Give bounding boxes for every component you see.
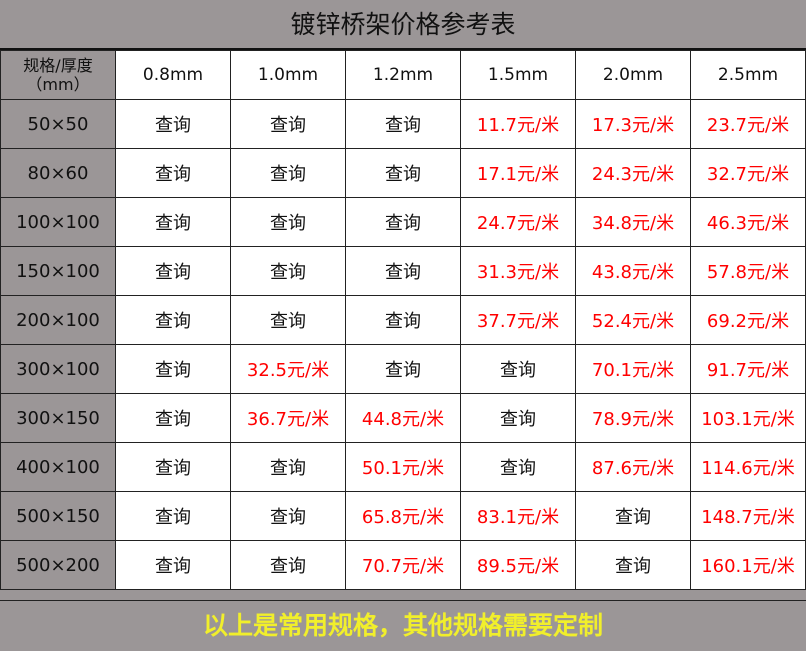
inquire-cell: 查询	[230, 197, 346, 247]
price-cell: 32.7元/米	[690, 148, 806, 198]
thickness-header: 2.5mm	[690, 50, 806, 100]
inquire-cell: 查询	[115, 344, 231, 394]
price-cell: 57.8元/米	[690, 246, 806, 296]
table-row: 100×100 查询 查询 查询 24.7元/米 34.8元/米 46.3元/米	[0, 197, 806, 247]
inquire-cell: 查询	[115, 442, 231, 492]
inquire-cell: 查询	[460, 344, 576, 394]
thickness-header: 1.5mm	[460, 50, 576, 100]
inquire-cell: 查询	[575, 491, 691, 541]
size-label: 300×100	[0, 344, 116, 394]
inquire-cell: 查询	[230, 442, 346, 492]
table-row: 80×60 查询 查询 查询 17.1元/米 24.3元/米 32.7元/米	[0, 148, 806, 198]
price-cell: 24.7元/米	[460, 197, 576, 247]
inquire-cell: 查询	[230, 99, 346, 149]
table-row: 200×100 查询 查询 查询 37.7元/米 52.4元/米 69.2元/米	[0, 295, 806, 345]
footer-note: 以上是常用规格，其他规格需要定制	[0, 600, 806, 651]
table-row: 300×100 查询 32.5元/米 查询 查询 70.1元/米 91.7元/米	[0, 344, 806, 394]
inquire-cell: 查询	[115, 197, 231, 247]
size-label: 100×100	[0, 197, 116, 247]
price-cell: 36.7元/米	[230, 393, 346, 443]
inquire-cell: 查询	[230, 540, 346, 590]
price-cell: 46.3元/米	[690, 197, 806, 247]
price-cell: 91.7元/米	[690, 344, 806, 394]
inquire-cell: 查询	[460, 442, 576, 492]
price-cell: 32.5元/米	[230, 344, 346, 394]
inquire-cell: 查询	[230, 148, 346, 198]
inquire-cell: 查询	[115, 393, 231, 443]
price-cell: 17.3元/米	[575, 99, 691, 149]
table-row: 500×150 查询 查询 65.8元/米 83.1元/米 查询 148.7元/米	[0, 491, 806, 541]
thickness-header: 1.2mm	[345, 50, 461, 100]
price-cell: 17.1元/米	[460, 148, 576, 198]
inquire-cell: 查询	[115, 295, 231, 345]
price-cell: 89.5元/米	[460, 540, 576, 590]
inquire-cell: 查询	[345, 99, 461, 149]
price-cell: 52.4元/米	[575, 295, 691, 345]
price-cell: 31.3元/米	[460, 246, 576, 296]
price-cell: 70.1元/米	[575, 344, 691, 394]
corner-label-line1: 规格/厚度	[23, 56, 93, 75]
inquire-cell: 查询	[115, 491, 231, 541]
size-label: 50×50	[0, 99, 116, 149]
thickness-header: 2.0mm	[575, 50, 691, 100]
price-cell: 70.7元/米	[345, 540, 461, 590]
table-row: 300×150 查询 36.7元/米 44.8元/米 查询 78.9元/米 103.1元/米	[0, 393, 806, 443]
table-row: 50×50 查询 查询 查询 11.7元/米 17.3元/米 23.7元/米	[0, 99, 806, 149]
inquire-cell: 查询	[115, 246, 231, 296]
header-row: 规格/厚度 （mm） 0.8mm 1.0mm 1.2mm 1.5mm 2.0mm 2.5m…	[0, 50, 806, 100]
price-cell: 34.8元/米	[575, 197, 691, 247]
corner-label-line2: （mm）	[26, 75, 90, 94]
price-cell: 65.8元/米	[345, 491, 461, 541]
size-label: 400×100	[0, 442, 116, 492]
price-cell: 23.7元/米	[690, 99, 806, 149]
size-label: 500×200	[0, 540, 116, 590]
thickness-header: 0.8mm	[115, 50, 231, 100]
inquire-cell: 查询	[115, 148, 231, 198]
thickness-header: 1.0mm	[230, 50, 346, 100]
inquire-cell: 查询	[115, 540, 231, 590]
inquire-cell: 查询	[115, 99, 231, 149]
inquire-cell: 查询	[345, 295, 461, 345]
price-cell: 44.8元/米	[345, 393, 461, 443]
inquire-cell: 查询	[345, 148, 461, 198]
price-cell: 83.1元/米	[460, 491, 576, 541]
price-cell: 43.8元/米	[575, 246, 691, 296]
inquire-cell: 查询	[230, 246, 346, 296]
price-cell: 148.7元/米	[690, 491, 806, 541]
price-cell: 103.1元/米	[690, 393, 806, 443]
inquire-cell: 查询	[575, 540, 691, 590]
size-label: 80×60	[0, 148, 116, 198]
inquire-cell: 查询	[345, 344, 461, 394]
inquire-cell: 查询	[230, 491, 346, 541]
inquire-cell: 查询	[460, 393, 576, 443]
table-title: 镀锌桥架价格参考表	[0, 0, 806, 50]
size-label: 200×100	[0, 295, 116, 345]
size-label: 150×100	[0, 246, 116, 296]
table-row: 400×100 查询 查询 50.1元/米 查询 87.6元/米 114.6元/米	[0, 442, 806, 492]
table-row: 150×100 查询 查询 查询 31.3元/米 43.8元/米 57.8元/米	[0, 246, 806, 296]
table-row: 500×200 查询 查询 70.7元/米 89.5元/米 查询 160.1元/米	[0, 540, 806, 590]
price-cell: 87.6元/米	[575, 442, 691, 492]
inquire-cell: 查询	[345, 246, 461, 296]
price-table: 规格/厚度 （mm） 0.8mm 1.0mm 1.2mm 1.5mm 2.0mm 2.5m…	[0, 50, 806, 590]
price-cell: 50.1元/米	[345, 442, 461, 492]
inquire-cell: 查询	[230, 295, 346, 345]
price-cell: 114.6元/米	[690, 442, 806, 492]
price-cell: 11.7元/米	[460, 99, 576, 149]
price-cell: 24.3元/米	[575, 148, 691, 198]
price-cell: 160.1元/米	[690, 540, 806, 590]
inquire-cell: 查询	[345, 197, 461, 247]
price-cell: 37.7元/米	[460, 295, 576, 345]
price-cell: 78.9元/米	[575, 393, 691, 443]
corner-header: 规格/厚度 （mm）	[0, 50, 116, 100]
price-cell: 69.2元/米	[690, 295, 806, 345]
size-label: 300×150	[0, 393, 116, 443]
size-label: 500×150	[0, 491, 116, 541]
